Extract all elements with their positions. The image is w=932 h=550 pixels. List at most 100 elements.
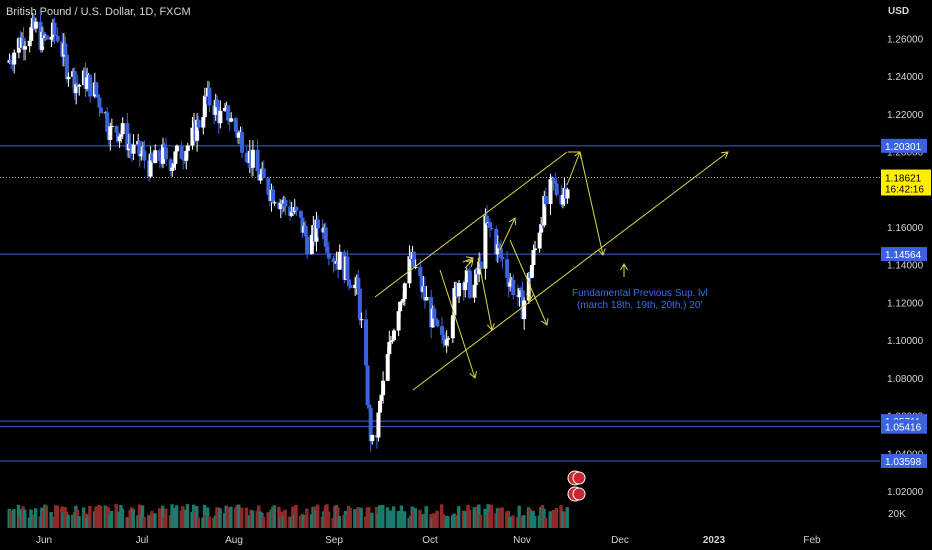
volume-bar xyxy=(467,509,472,528)
candle-body xyxy=(402,283,407,300)
candle-body xyxy=(412,252,417,268)
candle-body xyxy=(289,211,294,216)
volume-bar xyxy=(272,505,276,528)
candle-body xyxy=(255,149,260,172)
inner-arrow-head xyxy=(508,217,517,226)
channel-lower-line xyxy=(412,151,729,391)
candle-body xyxy=(368,407,373,442)
candle-body xyxy=(551,177,556,181)
candle-body xyxy=(74,84,79,94)
time-axis: Jun Jul Aug Sep Oct Nov Dec 2023 Feb xyxy=(36,535,821,546)
volume-bar xyxy=(195,506,199,528)
last-price-value: 1.18621 xyxy=(885,174,922,185)
price-tick: 1.02000 xyxy=(887,487,924,498)
candle-body xyxy=(419,275,424,293)
last-price-tag xyxy=(881,169,931,196)
candle-body xyxy=(390,340,395,342)
candle-body xyxy=(464,269,469,283)
candle-body xyxy=(305,236,310,254)
candle-body xyxy=(170,167,175,171)
candle-body xyxy=(379,395,384,401)
volume-bar xyxy=(543,517,548,528)
volume-bar xyxy=(161,505,165,528)
candle-body xyxy=(240,132,245,153)
level-tag-value: 1.05416 xyxy=(885,423,922,434)
candle-body xyxy=(97,97,102,108)
volume-bar xyxy=(326,511,331,528)
candle-body xyxy=(250,149,255,168)
candle-body xyxy=(435,319,440,327)
candle-body xyxy=(365,365,370,406)
annotation-line-1: Fundamental Previous Sup. lvl xyxy=(572,288,708,299)
inner-arrow-line xyxy=(509,239,548,326)
candle-body xyxy=(291,211,296,213)
candle-body xyxy=(261,168,266,179)
candle-body xyxy=(508,282,513,287)
volume-bar xyxy=(316,504,320,528)
volume-bar xyxy=(66,514,70,528)
candle-body xyxy=(422,286,427,301)
candle-body xyxy=(29,27,34,41)
inner-arrow-head xyxy=(486,323,495,331)
candle-body xyxy=(326,252,331,259)
candle-body xyxy=(413,266,418,268)
candle-body xyxy=(553,180,558,184)
price-tick: 1.08000 xyxy=(887,374,924,385)
level-tag-value: 1.20301 xyxy=(885,142,922,153)
candle-body xyxy=(213,99,218,115)
volume-bar xyxy=(77,516,81,528)
volume-bar xyxy=(164,508,168,528)
candle-body xyxy=(119,134,124,137)
candle-body xyxy=(128,143,133,149)
volume-bar xyxy=(114,504,118,528)
candle-body xyxy=(294,207,299,211)
inner-arrow-head xyxy=(541,317,549,326)
time-tick: 2023 xyxy=(703,535,726,546)
time-tick: Dec xyxy=(611,535,629,546)
level-tag-value: 1.03598 xyxy=(885,457,922,468)
candle-body xyxy=(353,284,358,289)
candle-body xyxy=(148,153,153,177)
candle-body xyxy=(506,277,511,287)
candle-body xyxy=(396,311,401,331)
candle-body xyxy=(49,36,54,40)
volume-bar xyxy=(478,514,483,528)
candle-body xyxy=(444,339,449,346)
candle-body xyxy=(85,77,90,89)
candle-body xyxy=(367,405,372,408)
candle-body xyxy=(174,145,179,152)
candle-body xyxy=(539,223,544,233)
candle-body xyxy=(283,199,288,207)
volume-bar xyxy=(142,517,146,528)
candle-body xyxy=(195,119,200,141)
volume-bar xyxy=(533,516,537,528)
candle-body xyxy=(376,412,381,438)
candle-body xyxy=(387,342,392,355)
candle-body xyxy=(497,244,502,249)
candle-body xyxy=(505,259,510,278)
candle-body xyxy=(168,159,173,171)
candle-body xyxy=(529,265,534,278)
candle-body xyxy=(418,266,423,276)
candle-body xyxy=(125,123,130,151)
volume-bar xyxy=(109,510,114,528)
flag-icon xyxy=(572,487,586,501)
candle-body xyxy=(179,145,184,159)
volume-bar xyxy=(511,515,515,528)
level-tag xyxy=(881,138,927,153)
volume-bar xyxy=(120,508,125,528)
candle-body xyxy=(40,31,45,50)
candle-body xyxy=(162,144,167,148)
price-tick: 1.20000 xyxy=(887,148,924,159)
volume-bar xyxy=(305,508,309,528)
candle-body xyxy=(298,210,303,218)
volume-bar xyxy=(16,504,21,528)
candle-body xyxy=(348,284,353,289)
candle-body xyxy=(478,261,483,269)
candle-body xyxy=(190,127,195,146)
candle-body xyxy=(12,52,17,65)
candle-body xyxy=(33,21,38,29)
candle-body xyxy=(347,279,351,285)
candle-body xyxy=(554,183,559,196)
